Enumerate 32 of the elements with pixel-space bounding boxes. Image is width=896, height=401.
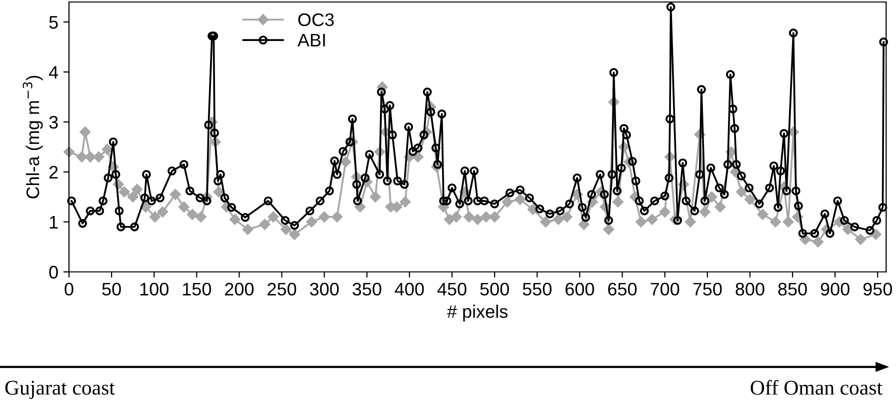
x-tick-label: 850 bbox=[778, 282, 807, 296]
x-tick-label: 700 bbox=[650, 282, 680, 296]
x-tick-label: 200 bbox=[225, 282, 254, 296]
x-tick-label: 300 bbox=[310, 282, 339, 296]
x-tick-label: 50 bbox=[102, 282, 121, 296]
x-tick-label: 950 bbox=[863, 282, 892, 296]
x-tick-label: 450 bbox=[437, 282, 466, 296]
y-tick-label: 1 bbox=[50, 216, 58, 228]
legend-label: OC3 bbox=[298, 13, 334, 26]
x-tick-label: 800 bbox=[736, 282, 764, 296]
x-tick-label: 750 bbox=[693, 282, 722, 296]
text: Gujarat coast bbox=[5, 380, 115, 399]
y-axis-title: Chl-a (mg m$^{−3}$) bbox=[22, 76, 43, 198]
x-tick-label: 900 bbox=[820, 282, 850, 296]
y-tick-label: 3 bbox=[49, 116, 58, 129]
x-tick-label: 500 bbox=[480, 282, 509, 296]
y-tick-label: 5 bbox=[49, 16, 58, 29]
x-tick-label: 150 bbox=[182, 282, 212, 296]
x-tick-label: 350 bbox=[352, 282, 382, 296]
y-tick-label: 0 bbox=[49, 266, 58, 279]
y-tick-label: 4 bbox=[48, 66, 58, 79]
x-tick-label: 400 bbox=[394, 282, 424, 296]
legend-label: ABI bbox=[297, 34, 325, 46]
x-tick-label: 0 bbox=[64, 282, 74, 296]
x-tick-label: 250 bbox=[268, 282, 296, 296]
x-tick-label: 650 bbox=[608, 282, 637, 296]
x-axis-title: # pixels bbox=[447, 304, 508, 322]
text: Off Oman coast bbox=[750, 380, 882, 395]
x-tick-label: 550 bbox=[522, 282, 552, 296]
y-tick-label: 2 bbox=[49, 166, 58, 178]
x-tick-label: 600 bbox=[566, 282, 594, 296]
x-tick-label: 100 bbox=[140, 282, 168, 296]
